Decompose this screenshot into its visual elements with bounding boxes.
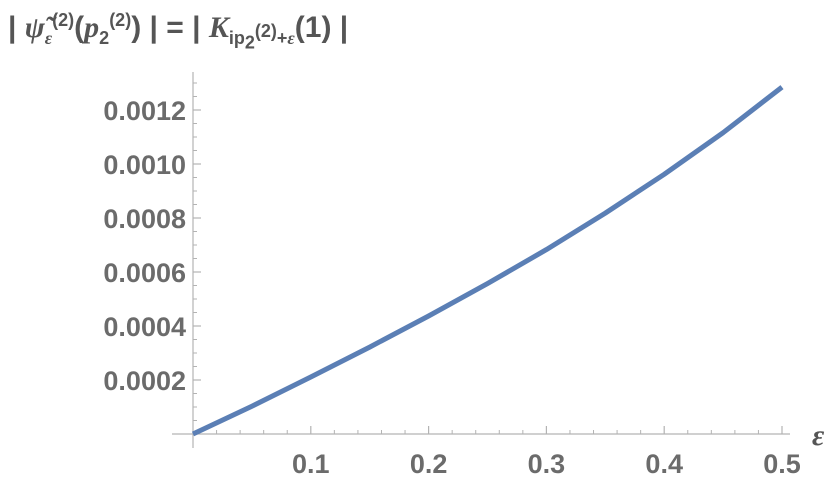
y-tick-label: 0.0004: [103, 312, 186, 342]
series-line: [191, 85, 784, 437]
x-tick-label: 0.5: [763, 449, 801, 479]
y-tick-label: 0.0008: [103, 204, 186, 234]
x-tick-label: 0.3: [528, 449, 566, 479]
y-tick-label: 0.0002: [103, 366, 186, 396]
x-tick-label: 0.4: [645, 449, 683, 479]
y-tick-label: 0.0012: [103, 96, 186, 126]
ticks: 0.1 0.2 0.3 0.4 0.5 0.0002 0.0004 0.0006 0.0008 0…: [103, 82, 801, 479]
chart-title: | ψ̃ε(2)(p2(2)) | = | Kip2(2)+ε(1) |: [8, 10, 349, 53]
x-tick-label: 0.1: [292, 449, 330, 479]
y-tick-label: 0.0010: [103, 150, 186, 180]
axes: [172, 72, 790, 448]
series-group: [191, 85, 784, 437]
y-tick-label: 0.0006: [103, 258, 186, 288]
x-tick-label: 0.2: [410, 449, 448, 479]
x-axis-label: ε: [812, 419, 825, 452]
